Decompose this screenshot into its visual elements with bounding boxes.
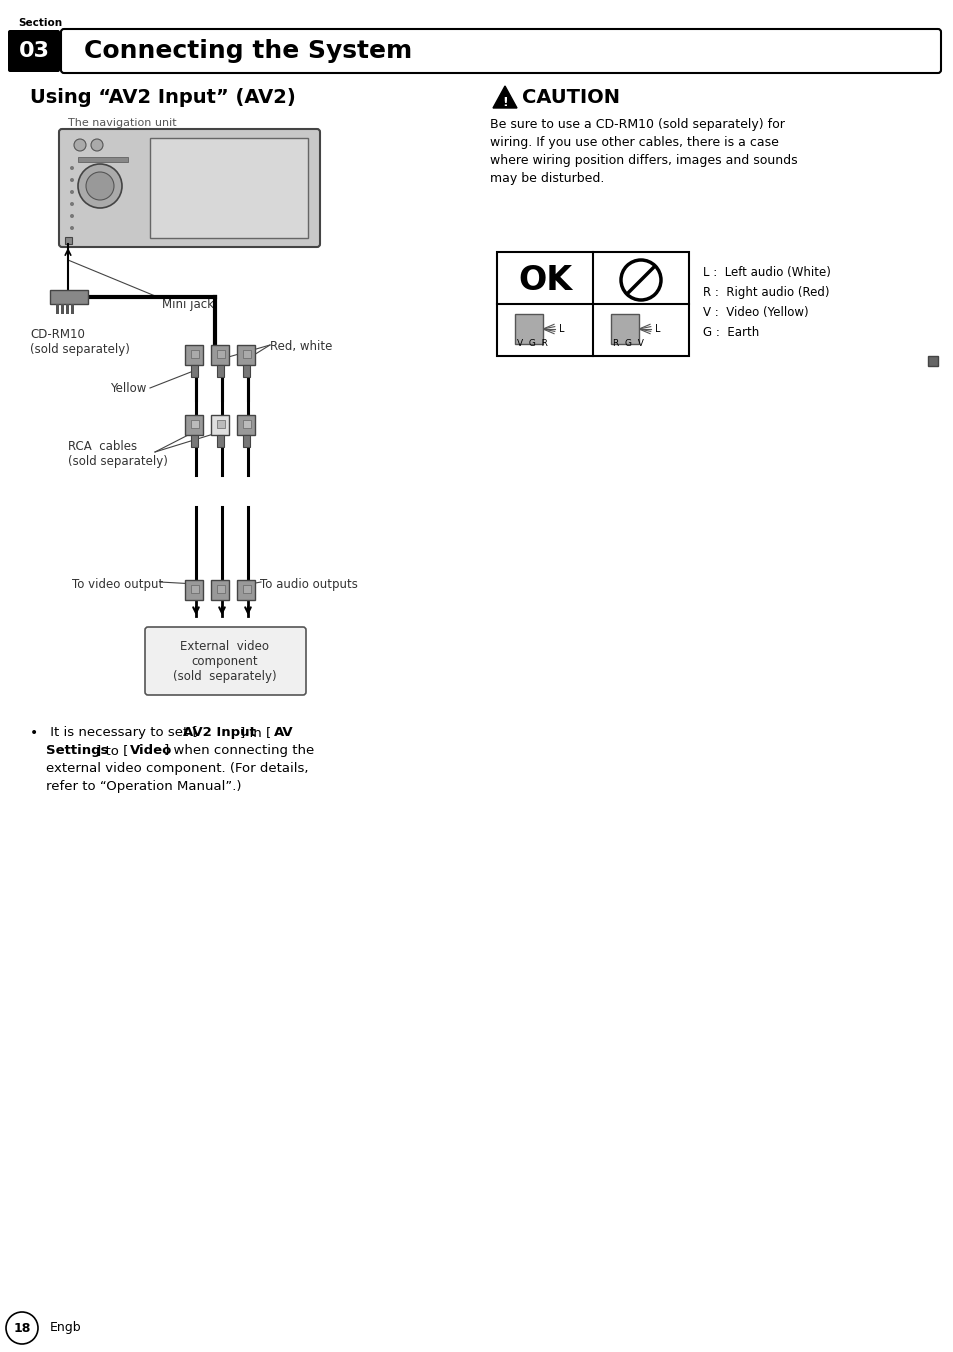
Text: To video output: To video output — [71, 579, 163, 591]
Text: ] when connecting the: ] when connecting the — [164, 744, 314, 757]
Text: L: L — [558, 324, 564, 334]
Text: !: ! — [501, 96, 507, 108]
Bar — [191, 435, 198, 448]
Text: CD-RM10
(sold separately): CD-RM10 (sold separately) — [30, 329, 130, 356]
Bar — [66, 304, 69, 314]
Bar — [243, 420, 251, 429]
Bar — [191, 420, 199, 429]
Bar — [216, 420, 225, 429]
Text: G :  Earth: G : Earth — [702, 326, 759, 339]
Text: RCA  cables
(sold separately): RCA cables (sold separately) — [68, 439, 168, 468]
Bar — [211, 580, 229, 600]
Text: CAUTION: CAUTION — [521, 88, 619, 107]
FancyBboxPatch shape — [145, 627, 306, 695]
Bar — [610, 314, 639, 343]
Bar — [185, 345, 203, 365]
Text: V :  Video (Yellow): V : Video (Yellow) — [702, 306, 808, 319]
Text: refer to “Operation Manual”.): refer to “Operation Manual”.) — [46, 780, 241, 794]
Bar — [216, 365, 224, 377]
Bar — [191, 350, 199, 358]
Bar — [78, 157, 128, 162]
Text: It is necessary to set [: It is necessary to set [ — [46, 726, 197, 740]
Text: Mini jack: Mini jack — [162, 297, 213, 311]
Circle shape — [91, 139, 103, 151]
Circle shape — [70, 201, 74, 206]
Bar — [927, 356, 937, 366]
Text: 03: 03 — [18, 41, 50, 61]
Circle shape — [6, 1311, 38, 1344]
Circle shape — [70, 214, 74, 218]
Bar — [236, 415, 254, 435]
Circle shape — [70, 191, 74, 193]
Bar — [191, 365, 198, 377]
Text: ] in [: ] in [ — [240, 726, 271, 740]
Bar — [236, 580, 254, 600]
Bar — [191, 585, 199, 594]
Bar — [71, 304, 74, 314]
Text: External  video
component
(sold  separately): External video component (sold separatel… — [173, 639, 276, 683]
Text: Be sure to use a CD-RM10 (sold separately) for
wiring. If you use other cables, : Be sure to use a CD-RM10 (sold separatel… — [490, 118, 797, 185]
Text: Video: Video — [130, 744, 172, 757]
Bar — [65, 237, 71, 243]
Bar — [243, 585, 251, 594]
Bar — [56, 304, 59, 314]
Text: Yellow: Yellow — [110, 383, 146, 395]
Bar — [185, 415, 203, 435]
FancyBboxPatch shape — [59, 128, 319, 247]
Bar — [185, 580, 203, 600]
Text: external video component. (For details,: external video component. (For details, — [46, 763, 308, 775]
Bar — [61, 304, 64, 314]
Circle shape — [620, 260, 660, 300]
Bar — [216, 585, 225, 594]
Bar — [211, 415, 229, 435]
Bar — [216, 435, 224, 448]
Bar — [243, 435, 250, 448]
Text: Using “AV2 Input” (AV2): Using “AV2 Input” (AV2) — [30, 88, 295, 107]
Text: L: L — [655, 324, 659, 334]
Circle shape — [74, 139, 86, 151]
Text: Connecting the System: Connecting the System — [84, 39, 412, 64]
Bar — [216, 350, 225, 358]
Text: Section: Section — [18, 18, 62, 28]
Circle shape — [70, 226, 74, 230]
Circle shape — [70, 178, 74, 183]
Text: •: • — [30, 726, 38, 740]
Polygon shape — [493, 87, 517, 108]
Bar — [150, 138, 308, 238]
Text: OK: OK — [517, 264, 572, 296]
FancyBboxPatch shape — [8, 30, 60, 72]
Text: R  G  V: R G V — [613, 339, 643, 347]
Bar — [243, 350, 251, 358]
Text: Engb: Engb — [50, 1321, 82, 1334]
Text: L :  Left audio (White): L : Left audio (White) — [702, 266, 830, 279]
Text: Red, white: Red, white — [270, 339, 332, 353]
Bar — [497, 251, 688, 356]
Bar — [243, 365, 250, 377]
Text: The navigation unit: The navigation unit — [68, 118, 176, 128]
Text: R :  Right audio (Red): R : Right audio (Red) — [702, 287, 828, 299]
Text: Settings: Settings — [46, 744, 109, 757]
Text: 18: 18 — [13, 1321, 30, 1334]
Bar — [211, 345, 229, 365]
Text: AV: AV — [274, 726, 294, 740]
Bar — [236, 345, 254, 365]
Text: V  G  R: V G R — [517, 339, 547, 347]
Circle shape — [70, 166, 74, 170]
Circle shape — [86, 172, 113, 200]
Text: ] to [: ] to [ — [96, 744, 129, 757]
Bar — [50, 289, 88, 304]
Bar — [515, 314, 542, 343]
Text: AV2 Input: AV2 Input — [183, 726, 255, 740]
Circle shape — [78, 164, 122, 208]
Text: To audio outputs: To audio outputs — [260, 579, 357, 591]
FancyBboxPatch shape — [61, 28, 940, 73]
